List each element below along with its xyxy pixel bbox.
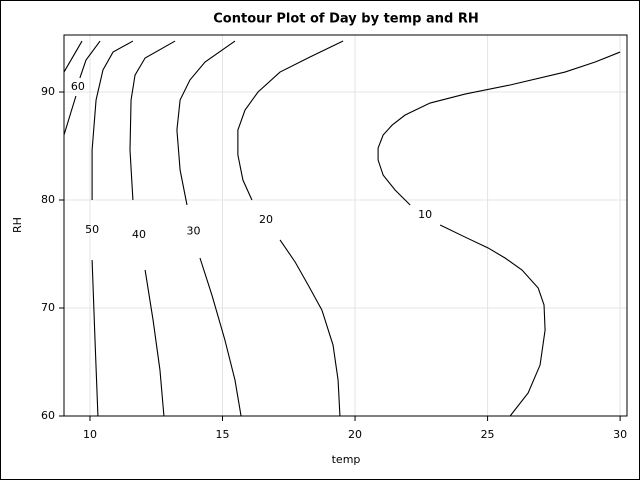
contour-label: 10 — [418, 208, 432, 221]
y-tick-label: 80 — [41, 193, 55, 206]
x-axis-label: temp — [332, 453, 361, 466]
x-tick-label: 15 — [216, 428, 230, 441]
contour-line — [63, 40, 101, 136]
contour-label: 50 — [85, 223, 99, 236]
contour-line — [237, 40, 344, 417]
x-tick-label: 25 — [481, 428, 495, 441]
y-tick-label: 90 — [41, 85, 55, 98]
plot-frame — [63, 34, 628, 417]
contour-line — [63, 40, 83, 73]
x-tick-label: 30 — [613, 428, 627, 441]
chart-title: Contour Plot of Day by temp and RH — [213, 12, 478, 27]
contour-line — [176, 40, 242, 417]
y-tick-label: 70 — [41, 301, 55, 314]
contour-label: 20 — [259, 213, 273, 226]
contour-label: 30 — [186, 224, 200, 237]
contour-line — [129, 40, 176, 417]
y-axis-label: RH — [11, 217, 24, 233]
contour-label: 60 — [71, 80, 85, 93]
contour-line — [377, 51, 621, 417]
y-tick-label: 60 — [41, 409, 55, 422]
contour-label: 40 — [132, 228, 146, 241]
x-tick-label: 20 — [348, 428, 362, 441]
contour-line — [91, 40, 134, 417]
x-tick-label: 10 — [83, 428, 97, 441]
